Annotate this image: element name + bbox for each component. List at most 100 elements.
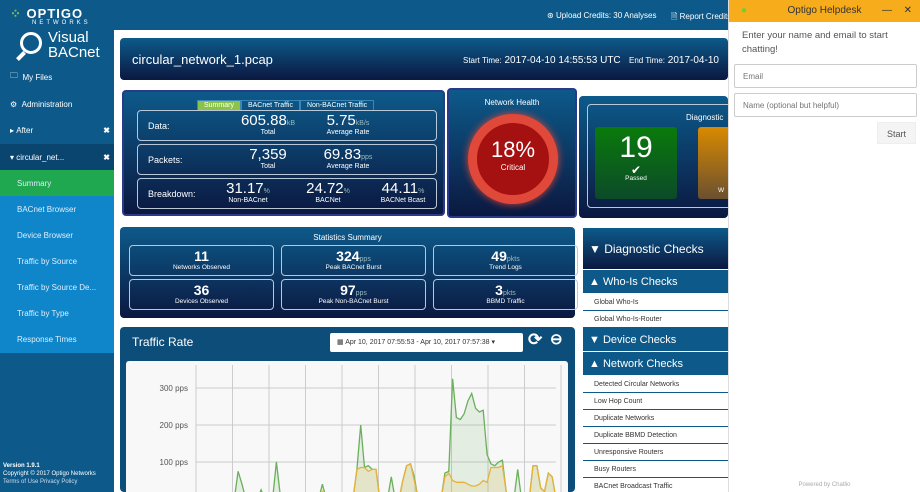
stat-tile: 3pkts BBMD Traffic [433,279,578,310]
value: 31.17 [226,180,264,197]
check-item[interactable]: Unresponsive Routers [583,444,728,461]
logo-line1: Visual [48,29,89,46]
data-label: Data: [148,121,170,131]
nav-label: After [16,125,34,135]
stat-value: 36 [193,282,210,298]
close-icon[interactable]: ✕ [903,5,912,16]
name-input[interactable] [734,93,917,117]
caret-right-icon: ▸ [10,125,17,135]
data-total: 605.88kB Total [228,112,308,136]
check-item[interactable]: Global Who-Is [583,294,728,311]
check-item[interactable]: BACnet Broadcast Traffic [583,478,728,492]
sidebar-item-traffic-by-source-dest[interactable]: Traffic by Source De... [0,274,114,300]
caption: BACNet [315,197,341,204]
unit: kB [286,120,296,127]
network-health-panel: Network Health 18% Critical [447,88,577,218]
check-item[interactable]: Busy Routers [583,461,728,478]
sidebar-footer: Version 1.9.1 Copyright © 2017 Optigo Net… [3,462,96,486]
check-group-title: Who-Is Checks [602,275,678,288]
sidebar-item-administration[interactable]: ⚙ Administration [0,91,114,117]
check-group-header[interactable]: ▲ Network Checks [583,352,728,376]
y-tick-label: 300 pps [160,384,188,393]
sidebar-item-device-browser[interactable]: Device Browser [0,222,114,248]
packets-rate: 69.83pps Average Rate [308,146,388,170]
health-status: Critical [500,163,526,172]
report-credits[interactable]: 🗎 Report Credits [671,11,728,25]
caret-down-icon: ▼ [589,333,603,346]
close-icon[interactable]: ✖ [103,152,110,162]
passed-tile[interactable]: 19 ✔ Passed [595,127,677,199]
email-input[interactable] [734,64,917,88]
stat-label: Networks Observed [172,264,231,271]
stat-unit: pkts [502,290,516,297]
start-button[interactable]: Start [877,122,916,144]
stat-value: 49 [491,248,507,264]
y-tick-label: 200 pps [160,421,188,430]
caption: Average Rate [326,129,370,136]
gear-icon: ⚙ [10,99,22,109]
logo-subtext: NETWORKS [32,20,91,26]
check-item[interactable]: Low Hop Count [583,393,728,410]
sidebar-file-circular[interactable]: ▾ circular_net... ✖ [0,144,114,170]
sidebar-file-after[interactable]: ▸ After ✖ [0,117,114,143]
date-range-text: Apr 10, 2017 07:55:53 - Apr 10, 2017 07:… [345,339,490,346]
check-group-header[interactable]: ▲ Who-Is Checks [583,270,728,294]
chart-background [126,361,568,492]
stat-label: Devices Observed [174,298,229,305]
y-tick-label: 100 pps [160,458,188,467]
upload-credits-text: Upload Credits: 30 Analyses [555,11,657,20]
packets-total: 7,359 Total [228,146,308,170]
caret-down-icon: ▾ [10,152,17,162]
minimize-icon[interactable]: — [882,5,892,16]
check-item[interactable]: Duplicate Networks [583,410,728,427]
caption: Total [260,163,276,170]
stat-tile: 11 Networks Observed [129,245,274,276]
status-dot-icon: ● [741,5,748,16]
value: 7,359 [249,146,287,163]
logo-line2: BACnet [48,44,100,61]
powered-by: Powered by Chatlio [798,482,851,488]
caption: Non-BACnet [228,197,268,204]
stat-tile: 97pps Peak Non-BACnet Burst [281,279,426,310]
diagnostic-checks-header[interactable]: ▼ Diagnostic Checks [583,228,728,270]
logo-text: OPTIGO [26,6,84,21]
stat-value: 324 [336,248,360,264]
footer-links[interactable]: Terms of Use Privacy Policy [3,479,78,485]
sidebar-item-traffic-by-source[interactable]: Traffic by Source [0,248,114,274]
version: Version 1.9.1 [3,463,40,469]
upload-credits[interactable]: ⊛ Upload Credits: 30 Analyses [547,11,657,20]
date-range-picker[interactable]: ▦ Apr 10, 2017 07:55:53 - Apr 10, 2017 0… [330,333,523,352]
sidebar-item-bacnet-browser[interactable]: BACnet Browser [0,196,114,222]
nav-label: Administration [21,99,73,109]
value: 24.72 [306,180,344,197]
check-item[interactable]: Detected Circular Networks [583,376,728,393]
check-icon: ✔ [630,163,642,177]
passed-label: Passed [625,175,647,182]
sidebar-item-response-times[interactable]: Response Times [0,326,114,353]
sidebar-item-traffic-by-type[interactable]: Traffic by Type [0,300,114,326]
traffic-chart[interactable]: 100 pps 200 pps 300 pps [126,361,568,492]
refresh-icon[interactable]: ⟳ [528,330,543,349]
sidebar-item-summary[interactable]: Summary [0,170,114,196]
warning-label: W [718,187,725,194]
end-value: 2017-04-10 [667,55,719,66]
statistics-title: Statistics Summary [313,233,382,242]
check-group-header[interactable]: ▼ Device Checks [583,328,728,352]
data-row: Data: 605.88kB Total 5.75kB/s Average Rate [137,110,437,141]
zoom-out-icon[interactable]: ⊖ [550,331,563,348]
stat-label: Peak Non-BACnet Burst [318,298,389,305]
close-icon[interactable]: ✖ [103,125,110,135]
folder-icon: 🗀 [10,71,23,80]
warning-tile[interactable]: W [698,127,728,199]
sidebar: ⁘ OPTIGO NETWORKS Visual BACnet 🗀 My Files… [0,0,114,492]
diagnostic-checks: ▼ Diagnostic Checks ▲ Who-Is Checks Globa… [583,228,728,492]
packets-label: Packets: [148,155,183,165]
check-item[interactable]: Global Who-Is-Router [583,311,728,328]
stat-tile: 49pkts Trend Logs [433,245,578,276]
packets-row: Packets: 7,359 Total 69.83pps Average Rate [137,144,437,175]
check-item[interactable]: Duplicate BBMD Detection [583,427,728,444]
stat-tile: 324pps Peak BACnet Burst [281,245,426,276]
check-group-title: Device Checks [602,333,677,346]
health-value: 18% [490,137,536,162]
sidebar-item-my-files[interactable]: 🗀 My Files [0,64,114,90]
